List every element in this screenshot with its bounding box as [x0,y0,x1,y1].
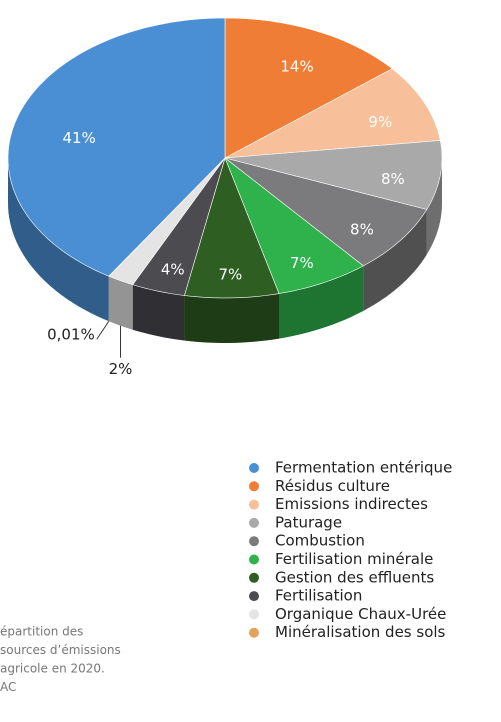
slice [7,17,226,277]
slice-side [426,158,442,255]
legend-label: Emissions indirectes [275,495,428,513]
legend-swatch [249,481,259,492]
legend-label: Fertilisation [275,587,362,605]
legend-swatch [249,463,259,473]
caption-line: épartition des [0,625,83,639]
slice-side [363,209,427,311]
slice [224,157,364,294]
slice-side-shade [184,293,280,343]
legend-swatch [249,536,259,547]
legend-swatch [249,572,259,583]
caption-line: AC [0,680,16,694]
slice-side [8,158,109,322]
legend-swatch [249,627,259,638]
legend-label: Minéralisation des sols [275,623,446,641]
slice-side-shade [279,265,364,339]
slice-side [279,265,364,339]
data-label: 41% [62,129,95,147]
slice-side [132,284,185,341]
data-label: 7% [218,266,242,284]
legend-label: Résidus culture [275,477,390,495]
data-label: 9% [368,113,392,131]
slice [184,157,280,299]
data-label: 14% [280,58,313,76]
legend-swatch [249,499,259,510]
legend-swatch [249,591,259,602]
slice-side [184,293,280,343]
data-label: 7% [290,254,314,272]
caption-line: sources d’émissions [0,643,121,657]
slice-side-shade [108,276,133,330]
legend-label: Fermentation entérique [275,459,452,477]
legend-swatch [249,517,259,528]
legend-swatch [249,554,259,565]
data-label: 8% [381,170,405,188]
slice [132,157,226,296]
slice-side [108,276,133,330]
legend-label: Organique Chaux-Urée [275,605,446,623]
slice [224,68,441,159]
slice [224,17,393,159]
legend-swatch [249,609,259,620]
slice-side-shade [132,284,185,341]
data-label: 2% [109,360,133,378]
slice-side-shade [363,209,427,311]
data-label: 0,01% [47,326,95,344]
legend-label: Combustion [275,532,365,550]
data-label: 8% [350,221,374,239]
slice-side-shade [426,158,442,255]
caption-line: agricole en 2020. [0,662,105,676]
legend-label: Paturage [275,513,342,531]
legend-label: Gestion des effluents [275,568,434,586]
slice [224,157,428,267]
data-label: 4% [161,260,185,278]
slice-side-shade [8,158,109,322]
legend-label: Fertilisation minérale [275,550,433,568]
leader-line [96,320,110,340]
slice [224,140,443,210]
